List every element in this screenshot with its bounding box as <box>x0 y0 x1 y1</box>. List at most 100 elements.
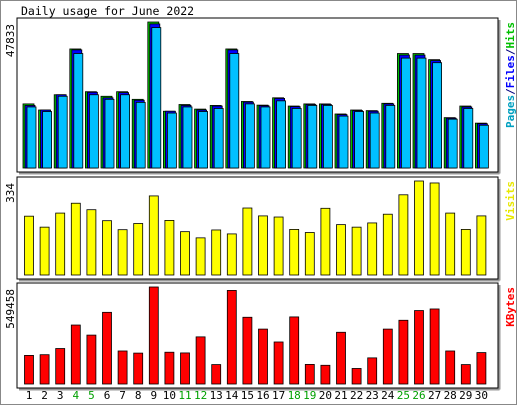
bar-pages-day-28 <box>447 118 458 169</box>
bar-visits-day-29 <box>460 229 471 276</box>
bar-kbytes-day-18 <box>289 316 300 385</box>
bar-kbytes-day-2 <box>39 354 50 385</box>
bar-kbytes-day-8 <box>133 352 144 385</box>
day-label-7: 7 <box>119 389 126 402</box>
bar-kbytes-day-10 <box>164 351 175 385</box>
legend-entry: Hits <box>504 22 516 49</box>
bar-kbytes-day-27 <box>429 308 440 385</box>
bar-pages-day-30 <box>478 124 489 169</box>
bar-visits-day-26 <box>414 180 424 276</box>
bar-pages-day-9 <box>151 27 162 169</box>
bar-visits-day-19 <box>304 232 315 276</box>
bar-pages-day-4 <box>73 53 84 169</box>
bar-pages-day-1 <box>26 106 37 169</box>
bar-kbytes-day-25 <box>398 319 409 385</box>
day-label-23: 23 <box>366 389 379 402</box>
bar-pages-day-20 <box>322 105 333 169</box>
bar-visits-day-6 <box>102 220 112 276</box>
legend-entry: Visits <box>504 181 516 221</box>
bar-visits-day-9 <box>148 195 159 276</box>
day-label-15: 15 <box>241 389 254 402</box>
day-label-9: 9 <box>150 389 157 402</box>
day-label-3: 3 <box>57 389 64 402</box>
day-label-14: 14 <box>225 389 239 402</box>
bar-visits-day-13 <box>211 229 222 276</box>
panel-kbytes: 549458 KBytes <box>4 282 516 391</box>
bar-pages-day-19 <box>307 105 318 169</box>
bar-pages-day-21 <box>338 115 349 169</box>
day-axis-labels: 1 2 3 4 5 6 7 8 9 10 11 12 13 14 15 16 17 18 19 20 21 22 23 24 2… <box>26 389 488 402</box>
day-label-26: 26 <box>412 389 425 402</box>
day-label-11: 11 <box>178 389 191 402</box>
bar-kbytes-day-16 <box>258 328 268 385</box>
bar-visits-day-27 <box>429 182 440 276</box>
bar-pages-day-24 <box>385 105 396 169</box>
bar-kbytes-day-30 <box>476 352 487 385</box>
bar-pages-day-23 <box>369 112 380 169</box>
day-label-20: 20 <box>319 389 332 402</box>
day-label-30: 30 <box>475 389 488 402</box>
bar-pages-day-29 <box>463 108 474 169</box>
legend-entry: / <box>504 88 516 95</box>
bar-visits-day-2 <box>39 226 50 276</box>
bar-kbytes-day-9 <box>148 286 159 385</box>
chart-title: Daily usage for June 2022 <box>21 4 194 18</box>
bar-visits-day-4 <box>70 202 81 276</box>
day-label-22: 22 <box>350 389 363 402</box>
day-label-25: 25 <box>397 389 410 402</box>
legend-entry: KBytes <box>504 287 516 327</box>
bar-visits-day-17 <box>273 216 284 276</box>
bar-visits-day-16 <box>258 215 268 276</box>
bar-visits-day-11 <box>180 231 190 276</box>
bar-kbytes-day-28 <box>445 350 456 385</box>
bar-pages-day-11 <box>182 106 193 169</box>
bar-visits-day-21 <box>336 224 346 276</box>
bar-kbytes-day-7 <box>117 350 128 385</box>
panel-legend: KBytes <box>504 287 516 327</box>
bar-pages-day-14 <box>229 53 240 169</box>
bar-visits-day-23 <box>367 222 378 276</box>
day-label-6: 6 <box>104 389 111 402</box>
panel-legend: Pages/Files/Hits <box>504 22 516 128</box>
bar-visits-day-10 <box>164 220 175 276</box>
bar-visits-day-8 <box>133 223 144 276</box>
bar-kbytes-day-6 <box>102 311 112 385</box>
bar-kbytes-day-26 <box>414 310 424 385</box>
bar-kbytes-day-23 <box>367 357 378 385</box>
bar-kbytes-day-19 <box>304 364 315 385</box>
bar-pages-day-26 <box>416 57 427 169</box>
bar-visits-day-3 <box>55 212 66 276</box>
bar-pages-day-8 <box>135 101 146 169</box>
panel-visits: 334 Visits <box>4 176 516 282</box>
bar-kbytes-day-24 <box>382 328 393 385</box>
bar-pages-day-6 <box>104 98 115 169</box>
bar-kbytes-day-1 <box>24 355 34 385</box>
bar-visits-day-28 <box>445 212 456 276</box>
bar-visits-day-1 <box>24 215 34 276</box>
bar-pages-day-12 <box>198 111 209 169</box>
day-label-21: 21 <box>334 389 347 402</box>
bar-pages-day-5 <box>89 94 99 169</box>
bar-kbytes-day-15 <box>242 316 253 385</box>
bar-visits-day-15 <box>242 207 253 276</box>
bar-visits-day-24 <box>382 213 393 276</box>
bar-kbytes-day-29 <box>460 364 471 385</box>
bar-visits-day-20 <box>320 207 331 276</box>
day-label-10: 10 <box>163 389 176 402</box>
bar-pages-day-22 <box>354 111 365 169</box>
bar-visits-day-22 <box>351 226 362 276</box>
bar-visits-day-12 <box>195 237 206 276</box>
day-label-18: 18 <box>288 389 301 402</box>
bar-pages-day-13 <box>213 108 224 169</box>
bar-visits-day-25 <box>398 194 409 276</box>
bar-pages-day-25 <box>400 57 411 169</box>
bar-pages-day-2 <box>42 111 52 169</box>
bar-kbytes-day-17 <box>273 341 284 385</box>
bar-pages-day-16 <box>260 106 271 169</box>
day-label-4: 4 <box>72 389 79 402</box>
bar-pages-day-7 <box>120 94 130 169</box>
bar-pages-day-17 <box>276 100 287 169</box>
